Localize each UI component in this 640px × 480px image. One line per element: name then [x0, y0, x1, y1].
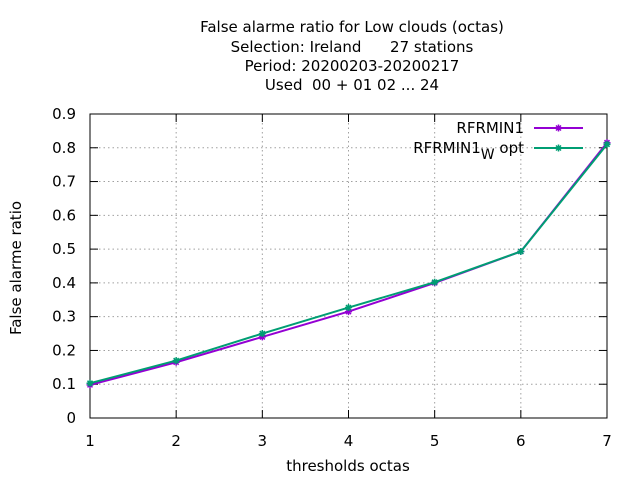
grid-lines [90, 114, 607, 418]
x-tick-label: 3 [258, 432, 268, 450]
y-tick-label: 0.7 [52, 173, 76, 191]
data-point [517, 247, 525, 255]
y-axis-label: False alarme ratio [7, 201, 25, 335]
y-tick-label: 0.8 [52, 139, 76, 157]
y-tick-label: 0.1 [52, 375, 76, 393]
data-point [258, 330, 266, 338]
x-tick-label: 6 [516, 432, 526, 450]
x-tick-labels: 1 2 3 4 5 6 7 [85, 432, 612, 450]
x-tick-label: 7 [602, 432, 612, 450]
title-line-3: Period: 20200203-20200217 [245, 57, 460, 75]
x-tick-label: 5 [430, 432, 440, 450]
title-line-4: Used 00 + 01 02 ... 24 [265, 76, 439, 94]
x-tick-label: 2 [171, 432, 181, 450]
legend-label: RFRMIN1 [456, 119, 524, 137]
data-point [345, 308, 352, 316]
x-tick-label: 1 [85, 432, 95, 450]
legend: RFRMIN1 RFRMIN1W opt [413, 119, 583, 163]
legend-entry-1: RFRMIN1 [456, 119, 583, 137]
legend-swatch-marker [555, 124, 562, 132]
legend-label: RFRMIN1W opt [413, 139, 524, 163]
legend-entry-2: RFRMIN1W opt [413, 139, 583, 163]
series-2 [86, 140, 611, 387]
chart-title: False alarme ratio for Low clouds (octas… [200, 18, 504, 94]
data-point [603, 140, 611, 148]
y-tick-label: 0.5 [52, 240, 76, 258]
x-axis-label: thresholds octas [286, 457, 410, 475]
y-tick-label: 0.4 [52, 274, 76, 292]
y-tick-label: 0 [66, 409, 76, 427]
legend-swatch-marker [555, 144, 562, 152]
y-tick-labels: 0 0.1 0.2 0.3 0.4 0.5 0.6 0.7 0.8 0.9 [52, 105, 76, 427]
x-tick-label: 4 [344, 432, 354, 450]
series-lines [86, 139, 611, 389]
title-line-1: False alarme ratio for Low clouds (octas… [200, 18, 504, 36]
data-point [172, 357, 180, 365]
y-tick-label: 0.3 [52, 308, 76, 326]
y-tick-label: 0.6 [52, 206, 76, 224]
data-point [345, 304, 352, 312]
data-point [86, 379, 94, 387]
y-tick-label: 0.2 [52, 341, 76, 359]
data-point [431, 278, 439, 286]
title-line-2: Selection: Ireland 27 stations [231, 38, 474, 56]
y-tick-label: 0.9 [52, 105, 76, 123]
plot-frame [89, 113, 608, 419]
